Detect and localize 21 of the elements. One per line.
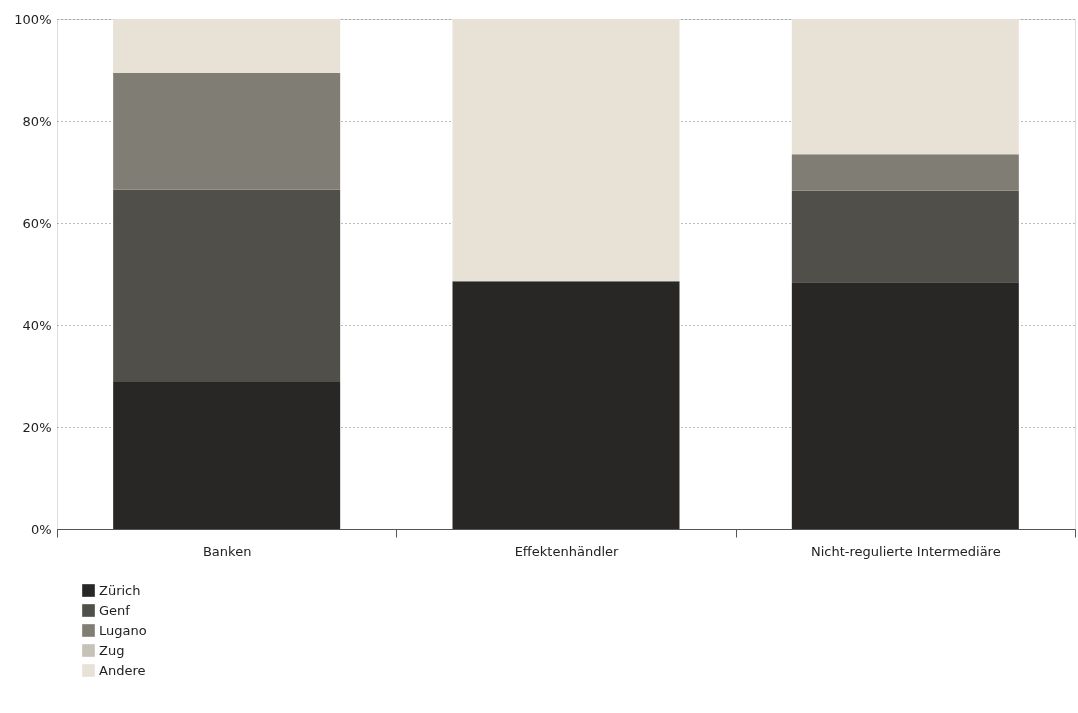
y-tick-label: 40%	[22, 317, 52, 333]
bar	[791, 154, 1019, 191]
y-tick-label: 20%	[22, 419, 52, 435]
x-tick-label: Effektenhändler	[514, 543, 619, 559]
legend-label: Andere	[99, 662, 146, 678]
legend-label: Zürich	[99, 582, 141, 598]
y-tick-label: 60%	[22, 215, 52, 231]
legend-label: Genf	[99, 602, 131, 618]
y-tick-label: 80%	[22, 113, 52, 129]
bar	[113, 189, 341, 383]
legend-label: Lugano	[99, 622, 147, 638]
legend-label: Zug	[99, 642, 125, 658]
bar	[113, 382, 341, 529]
bar	[791, 190, 1019, 283]
x-tick-label: Banken	[202, 543, 252, 559]
y-tick-label: 100%	[14, 11, 52, 27]
bar	[452, 281, 680, 529]
x-tick-label: Nicht-regulierte Intermediäre	[810, 543, 1001, 559]
bar	[113, 73, 341, 190]
y-tick-label: 0%	[30, 521, 52, 537]
bar	[791, 282, 1019, 529]
